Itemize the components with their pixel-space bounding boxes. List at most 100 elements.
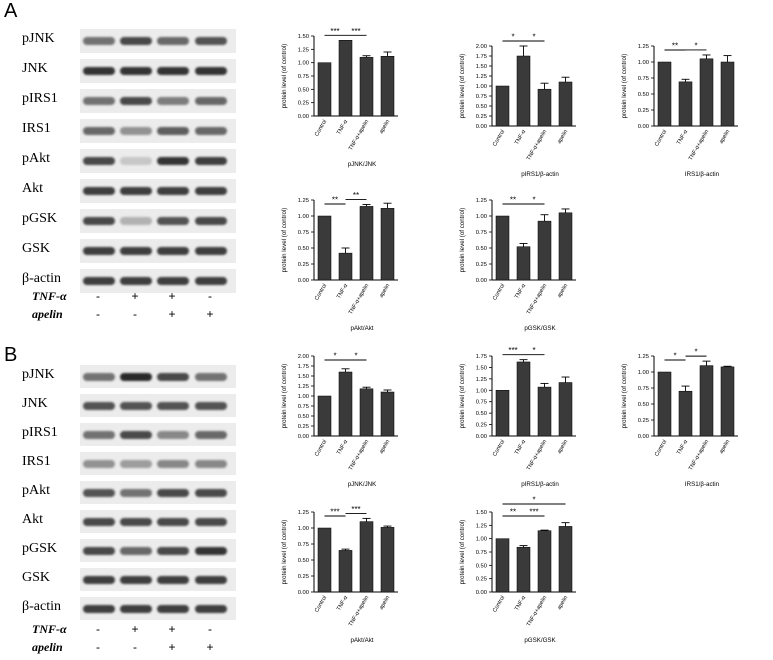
blot-band — [120, 518, 152, 526]
blot-band — [157, 247, 189, 255]
x-tick-label: apelin — [379, 283, 392, 299]
bar-chart-a-pjnk-jnk: protein level (of control) 0.00 0.25 0.50 0.… — [281, 27, 398, 168]
panel-letter-b: B — [4, 344, 18, 366]
y-tick-label: 2.00 — [298, 354, 309, 360]
blot-band — [83, 217, 115, 225]
bar-control — [495, 390, 510, 437]
blot-label-gsk: GSK — [22, 241, 51, 256]
blot-band — [157, 37, 189, 45]
blot-band — [195, 576, 227, 584]
x-tick-label: Control — [314, 595, 328, 614]
blot-band — [120, 37, 152, 45]
x-tick-label: apelin — [557, 595, 570, 611]
bar-apelin — [380, 391, 395, 437]
blot-band — [157, 127, 189, 135]
y-tick-label: 1.25 — [638, 354, 649, 360]
significance-marker: * — [532, 33, 535, 42]
blot-strip-pgsk — [80, 539, 236, 562]
panel-letter-a: A — [4, 0, 18, 22]
bar-apelin — [380, 527, 395, 593]
blot-strip-beta-actin — [80, 269, 236, 293]
y-tick-label: 1.25 — [298, 47, 309, 53]
blot-band — [83, 277, 115, 285]
significance-marker: * — [333, 352, 336, 361]
y-tick-label: 1.50 — [298, 34, 309, 40]
bar-chart-b-pjnk-jnk: protein level (of control) 0.00 0.25 0.50 0.… — [281, 352, 398, 488]
bar-tnf-alpha — [516, 246, 531, 281]
blot-strip-gsk — [80, 239, 236, 263]
y-axis-label: protein level (of control) — [459, 520, 466, 585]
x-tick-label: TNF-α — [336, 282, 350, 299]
blot-label-irs1: IRS1 — [22, 454, 51, 469]
treatment-label-tnf-alpha: TNF-α — [32, 622, 67, 636]
x-tick-label: Control — [654, 439, 668, 458]
bar-tnf-alpha — [678, 390, 693, 437]
blot-band — [83, 97, 115, 105]
treatment-sign: - — [133, 640, 137, 654]
y-tick-label: 1.00 — [638, 370, 649, 376]
bar-tnf-alpha-apelin — [537, 88, 552, 127]
y-tick-label: 0.75 — [476, 550, 487, 556]
blot-band — [157, 217, 189, 225]
y-axis-label: protein level (of control) — [281, 208, 288, 273]
x-tick-label: apelin — [719, 129, 732, 145]
y-tick-label: 1.00 — [298, 214, 309, 220]
x-tick-label: TNF-α+apelin — [688, 129, 710, 162]
bar-tnf-alpha-apelin — [359, 388, 374, 437]
x-tick-label: Control — [492, 283, 506, 302]
blot-band — [157, 157, 189, 165]
blot-band — [83, 460, 115, 468]
bar-apelin — [380, 56, 395, 117]
blot-strip-irs1 — [80, 452, 236, 475]
blot-band — [195, 605, 227, 613]
blot-strip-pakt — [80, 149, 236, 173]
blot-band — [120, 97, 152, 105]
y-tick-label: 0.25 — [476, 423, 487, 429]
y-tick-label: 1.50 — [476, 64, 487, 70]
blot-label-gsk: GSK — [22, 570, 51, 585]
blot-band — [195, 127, 227, 135]
chart-title: pAkt/Akt — [350, 325, 373, 332]
y-tick-label: 0.00 — [476, 124, 487, 130]
blot-strip-pjnk — [80, 29, 236, 53]
blot-band — [120, 605, 152, 613]
y-tick-label: 0.50 — [638, 92, 649, 98]
bar-tnf-alpha — [516, 55, 531, 127]
significance-marker: * — [673, 352, 676, 361]
x-tick-label: TNF-α — [514, 282, 528, 299]
treatment-sign: + — [168, 622, 176, 636]
chart-title: pIRS1/β-actin — [521, 481, 559, 488]
bar-tnf-alpha-apelin — [359, 206, 374, 281]
blot-label-pjnk: pJNK — [22, 367, 55, 382]
x-tick-label: TNF-α+apelin — [688, 439, 710, 472]
y-tick-label: 0.00 — [476, 434, 487, 440]
y-tick-label: 0.25 — [298, 101, 309, 107]
chart-title: pAkt/Akt — [350, 637, 373, 644]
chart-title: pGSK/GSK — [524, 637, 556, 644]
significance-marker: ** — [332, 196, 338, 205]
significance-marker: *** — [529, 508, 538, 517]
y-tick-label: 1.00 — [638, 60, 649, 66]
y-axis-label: protein level (of control) — [459, 208, 466, 273]
blot-band — [157, 489, 189, 497]
bar-control — [657, 61, 672, 127]
blot-band — [157, 277, 189, 285]
y-axis-label: protein level (of control) — [621, 364, 628, 429]
blot-band — [195, 187, 227, 195]
y-tick-label: 0.75 — [298, 74, 309, 80]
blot-band — [120, 547, 152, 555]
y-tick-label: 1.75 — [298, 364, 309, 370]
blot-label-pjnk: pJNK — [22, 31, 55, 46]
bar-tnf-alpha — [338, 252, 353, 281]
y-tick-label: 0.25 — [476, 577, 487, 583]
blot-label-pakt: pAkt — [22, 151, 50, 166]
x-tick-label: TNF-α+apelin — [526, 129, 548, 162]
blot-band — [120, 373, 152, 381]
x-tick-label: TNF-α — [514, 594, 528, 611]
significance-marker: * — [532, 196, 535, 205]
blot-band — [83, 489, 115, 497]
bar-apelin — [558, 212, 573, 281]
y-tick-label: 0.00 — [476, 590, 487, 596]
y-tick-label: 0.25 — [638, 108, 649, 114]
significance-marker: * — [694, 348, 697, 357]
